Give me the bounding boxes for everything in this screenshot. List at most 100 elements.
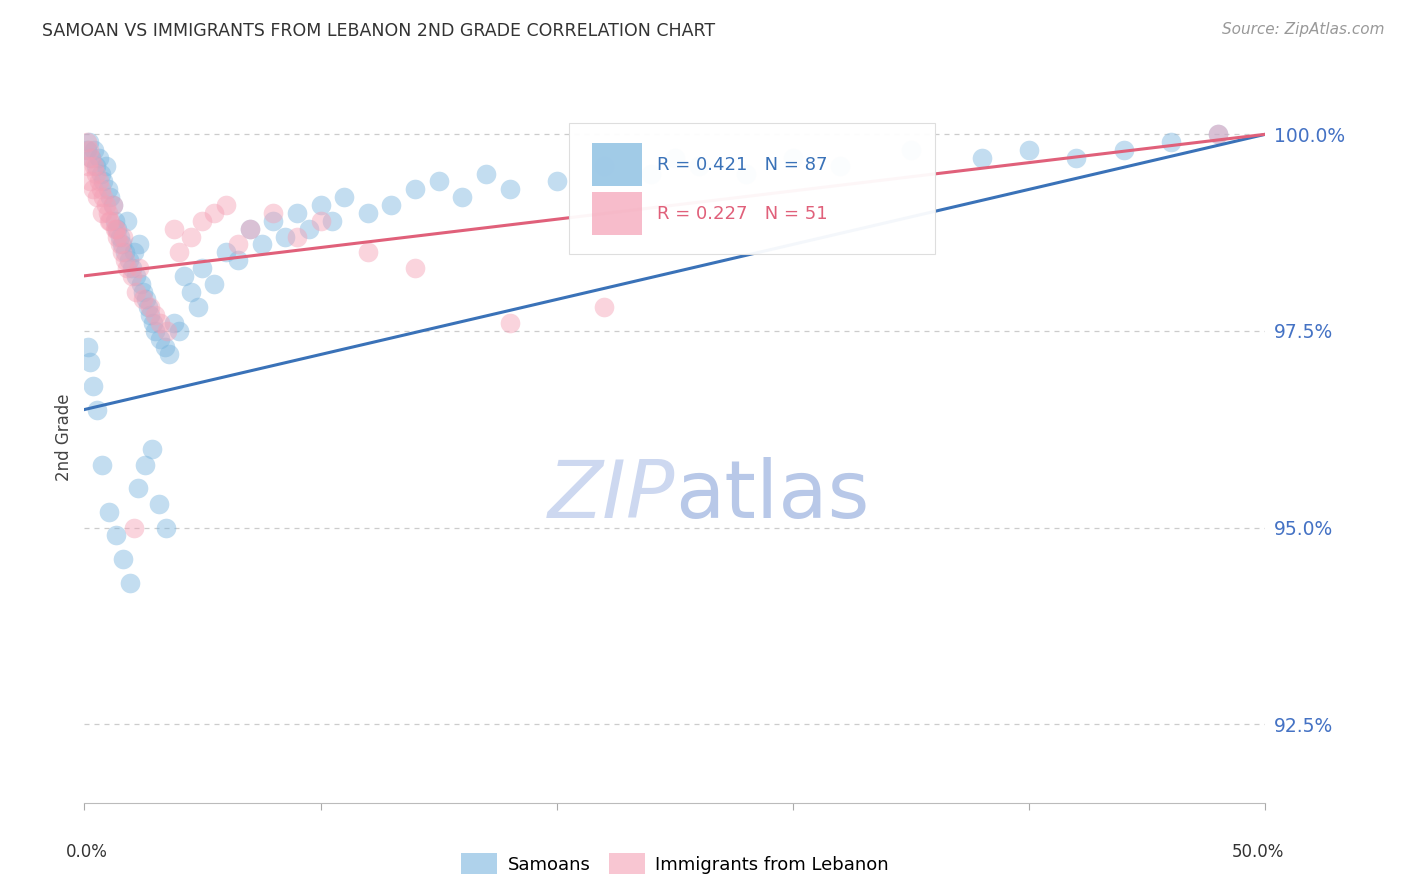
Point bbox=[79, 355, 101, 369]
Point bbox=[215, 198, 238, 212]
Point bbox=[122, 245, 145, 260]
Point bbox=[135, 293, 157, 307]
Point bbox=[451, 190, 474, 204]
Point bbox=[1112, 143, 1135, 157]
Point bbox=[115, 214, 138, 228]
Point bbox=[404, 260, 426, 275]
Point bbox=[593, 159, 616, 173]
Point bbox=[101, 198, 124, 212]
Point bbox=[128, 237, 150, 252]
Y-axis label: 2nd Grade: 2nd Grade bbox=[55, 393, 73, 481]
Point bbox=[121, 260, 143, 275]
Point bbox=[156, 324, 179, 338]
Point bbox=[141, 442, 163, 456]
Point bbox=[107, 229, 129, 244]
Point bbox=[76, 135, 98, 149]
Point bbox=[357, 245, 380, 260]
Point bbox=[114, 245, 136, 260]
Point bbox=[782, 151, 804, 165]
Point bbox=[309, 198, 332, 212]
Point bbox=[107, 221, 129, 235]
Point bbox=[84, 159, 107, 173]
Point bbox=[226, 237, 249, 252]
Point bbox=[173, 268, 195, 283]
Point bbox=[77, 159, 100, 173]
Point bbox=[215, 245, 238, 260]
Point bbox=[262, 214, 284, 228]
Point bbox=[77, 340, 100, 354]
Point bbox=[333, 190, 356, 204]
Point bbox=[115, 260, 138, 275]
Point bbox=[139, 301, 162, 315]
Point bbox=[163, 316, 186, 330]
Point bbox=[202, 277, 225, 291]
Point bbox=[239, 221, 262, 235]
Point bbox=[157, 347, 180, 361]
FancyBboxPatch shape bbox=[592, 192, 641, 235]
Point bbox=[122, 520, 145, 534]
Point bbox=[125, 268, 148, 283]
Point bbox=[167, 245, 190, 260]
Point bbox=[90, 167, 112, 181]
Point bbox=[143, 308, 166, 322]
Text: R = 0.421   N = 87: R = 0.421 N = 87 bbox=[657, 156, 828, 174]
Point bbox=[108, 229, 131, 244]
Point bbox=[105, 528, 128, 542]
Point bbox=[191, 214, 214, 228]
Point bbox=[91, 190, 114, 204]
Point bbox=[112, 552, 135, 566]
Point bbox=[111, 237, 134, 252]
Point bbox=[427, 174, 450, 188]
Text: Source: ZipAtlas.com: Source: ZipAtlas.com bbox=[1222, 22, 1385, 37]
Point bbox=[112, 229, 135, 244]
Point bbox=[83, 159, 105, 173]
Point bbox=[1206, 128, 1229, 142]
Point bbox=[84, 167, 107, 181]
Point bbox=[688, 159, 710, 173]
Point bbox=[546, 174, 568, 188]
Point bbox=[94, 159, 117, 173]
Point bbox=[127, 481, 149, 495]
Point bbox=[1160, 135, 1182, 149]
Point bbox=[830, 159, 852, 173]
Point bbox=[80, 151, 103, 165]
Point bbox=[153, 340, 176, 354]
Point bbox=[87, 151, 110, 165]
Point bbox=[1066, 151, 1088, 165]
Point bbox=[97, 206, 120, 220]
Point bbox=[357, 206, 380, 220]
Point bbox=[125, 285, 148, 299]
Point bbox=[86, 402, 108, 417]
Point bbox=[180, 285, 202, 299]
Point bbox=[77, 135, 100, 149]
Text: 50.0%: 50.0% bbox=[1232, 843, 1285, 861]
Point bbox=[1206, 128, 1229, 142]
Point bbox=[105, 221, 128, 235]
Point bbox=[121, 268, 143, 283]
Point bbox=[104, 221, 127, 235]
Point bbox=[83, 143, 105, 157]
Point bbox=[134, 458, 156, 472]
Point bbox=[226, 253, 249, 268]
Point bbox=[309, 214, 332, 228]
Point bbox=[120, 575, 142, 590]
Text: SAMOAN VS IMMIGRANTS FROM LEBANON 2ND GRADE CORRELATION CHART: SAMOAN VS IMMIGRANTS FROM LEBANON 2ND GR… bbox=[42, 22, 716, 40]
Point bbox=[321, 214, 343, 228]
Text: 0.0%: 0.0% bbox=[66, 843, 108, 861]
FancyBboxPatch shape bbox=[592, 143, 641, 186]
Point bbox=[77, 143, 100, 157]
Point bbox=[91, 458, 114, 472]
Point bbox=[139, 308, 162, 322]
Point bbox=[734, 167, 756, 181]
Point bbox=[498, 182, 520, 196]
Point bbox=[82, 379, 104, 393]
Point bbox=[475, 167, 498, 181]
Point bbox=[111, 245, 134, 260]
Point bbox=[76, 143, 98, 157]
Point bbox=[664, 151, 686, 165]
Point bbox=[129, 277, 152, 291]
Point bbox=[97, 182, 120, 196]
Point bbox=[970, 151, 993, 165]
Point bbox=[149, 316, 172, 330]
FancyBboxPatch shape bbox=[568, 122, 935, 254]
